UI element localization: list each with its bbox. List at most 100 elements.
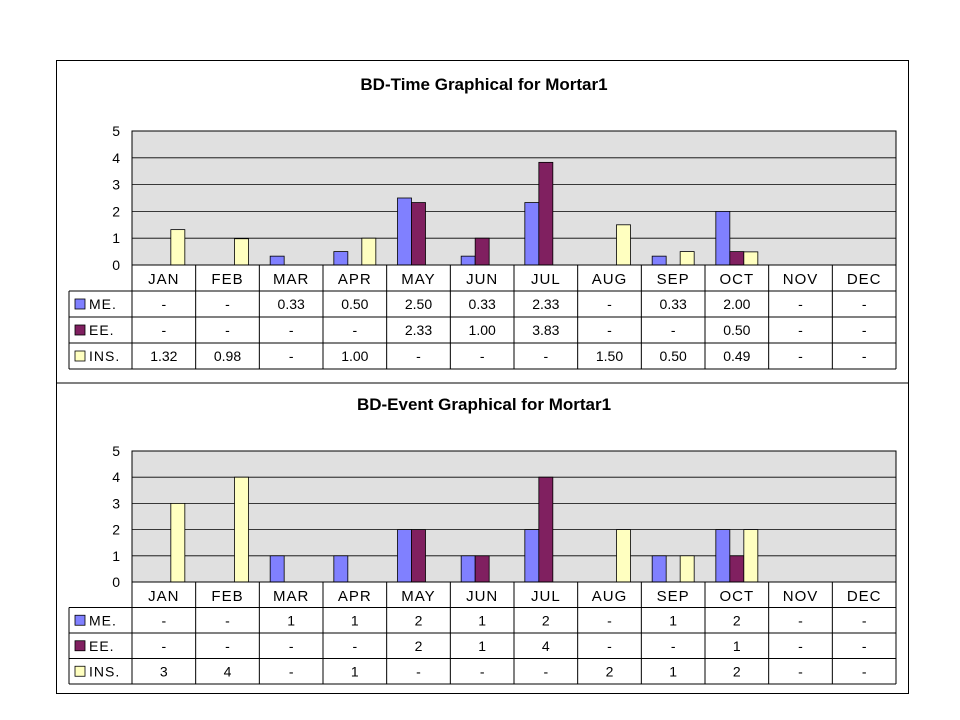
time-data-label-ins: 0.49 [723,348,750,364]
time-data-label-me: 0.33 [660,296,687,312]
event-x-tick-label: JUN [466,588,498,605]
event-chart-title: BD-Event Graphical for Mortar1 [357,395,611,414]
time-data-label-me: 2.33 [532,296,559,312]
event-x-tick-label: NOV [783,588,819,605]
time-legend-label-me: ME. [89,296,117,312]
time-y-tick-label: 5 [112,123,120,139]
event-bar-me [651,555,667,583]
event-data-label-ee: - [225,638,230,654]
event-data-label-ee: 1 [733,638,741,654]
event-bar-ee [538,476,554,583]
time-x-tick-label: MAY [401,271,435,288]
time-x-tick-label: SEP [657,271,690,288]
event-bar-me [333,555,349,583]
time-legend-label-ins: INS. [89,348,120,364]
event-legend-label-ins: INS. [89,663,120,679]
event-bar-ee [474,555,490,583]
time-y-tick-label: 3 [112,177,120,193]
event-data-label-ins: - [480,663,485,679]
time-bar-me [269,255,285,266]
event-y-tick-label: 2 [112,522,120,538]
event-data-label-ee: 1 [478,638,486,654]
time-bar-me [524,202,540,266]
time-data-label-ee: - [225,322,230,338]
event-x-tick-label: OCT [719,588,754,605]
time-data-label-ins: - [798,348,803,364]
event-bar-ins [234,476,249,583]
event-bar-ins [616,529,631,583]
time-data-label-me: - [161,296,166,312]
time-data-label-me: 2.00 [723,296,750,312]
time-data-label-ee: 3.83 [532,322,559,338]
event-bar-ee [729,555,745,583]
time-y-tick-label: 2 [112,203,120,219]
time-x-tick-label: NOV [783,271,819,288]
time-x-tick-label: FEB [211,271,243,288]
event-data-label-ins: 4 [224,663,232,679]
time-data-label-ee: - [862,322,867,338]
event-data-label-me: 1 [478,612,486,628]
event-legend-label-ee: EE. [89,638,115,654]
time-data-label-me: 0.33 [278,296,305,312]
event-bar-ins [170,502,186,583]
event-data-label-me: 1 [287,612,295,628]
event-data-label-me: - [862,612,867,628]
event-y-tick-label: 4 [112,469,120,485]
event-data-label-ins: - [289,663,294,679]
event-data-label-me: 1 [351,612,359,628]
time-data-label-ee: - [671,322,676,338]
time-bar-ins [234,238,249,266]
event-data-label-ee: - [352,638,357,654]
time-data-label-ee: 2.33 [405,322,432,338]
time-data-label-me: 0.33 [469,296,496,312]
event-x-tick-label: JAN [148,588,179,605]
time-data-label-ee: - [798,322,803,338]
event-data-label-me: - [225,612,230,628]
time-data-label-me: - [862,296,867,312]
event-data-label-ins: 1 [351,663,359,679]
time-data-label-ee: - [289,322,294,338]
time-data-label-ins: - [289,348,294,364]
event-data-label-me: 1 [669,612,677,628]
event-x-tick-label: JUL [531,588,561,605]
time-bar-me [397,197,412,266]
time-x-tick-label: APR [338,271,372,288]
event-y-tick-label: 5 [112,443,120,459]
event-data-label-ins: - [543,663,548,679]
time-bar-me [460,255,476,266]
time-bar-ee [411,202,426,266]
time-data-label-me: - [607,296,612,312]
time-bar-me [715,210,731,266]
time-legend-key-ins [74,350,86,362]
time-bar-ins [679,251,695,266]
event-bar-me [715,529,731,583]
time-data-label-ins: - [543,348,548,364]
event-data-label-ee: - [607,638,612,654]
time-y-tick-label: 1 [112,230,120,246]
event-data-label-ins: - [416,663,421,679]
event-data-label-ins: 1 [669,663,677,679]
time-data-label-ee: 1.00 [469,322,496,338]
time-data-label-me: - [798,296,803,312]
time-x-tick-label: OCT [719,271,754,288]
time-data-label-ins: 1.00 [341,348,368,364]
time-y-tick-label: 0 [112,257,120,273]
event-data-label-ee: - [161,638,166,654]
time-bar-ee [538,161,554,266]
time-data-label-ee: - [352,322,357,338]
event-legend-key-ee [74,640,86,652]
event-bar-ins [743,529,759,583]
event-bar-me [524,529,540,583]
time-data-label-me: 2.50 [405,296,432,312]
event-x-tick-label: MAR [273,588,309,605]
time-bar-ee [474,237,490,266]
event-data-label-ee: 4 [542,638,550,654]
time-bar-ins [616,224,631,266]
event-x-tick-label: FEB [211,588,243,605]
event-x-tick-label: APR [338,588,372,605]
time-data-label-ins: 1.50 [596,348,623,364]
event-data-label-me: - [798,612,803,628]
time-data-label-ins: - [862,348,867,364]
event-bar-ins [679,555,695,583]
event-x-tick-label: AUG [592,588,628,605]
